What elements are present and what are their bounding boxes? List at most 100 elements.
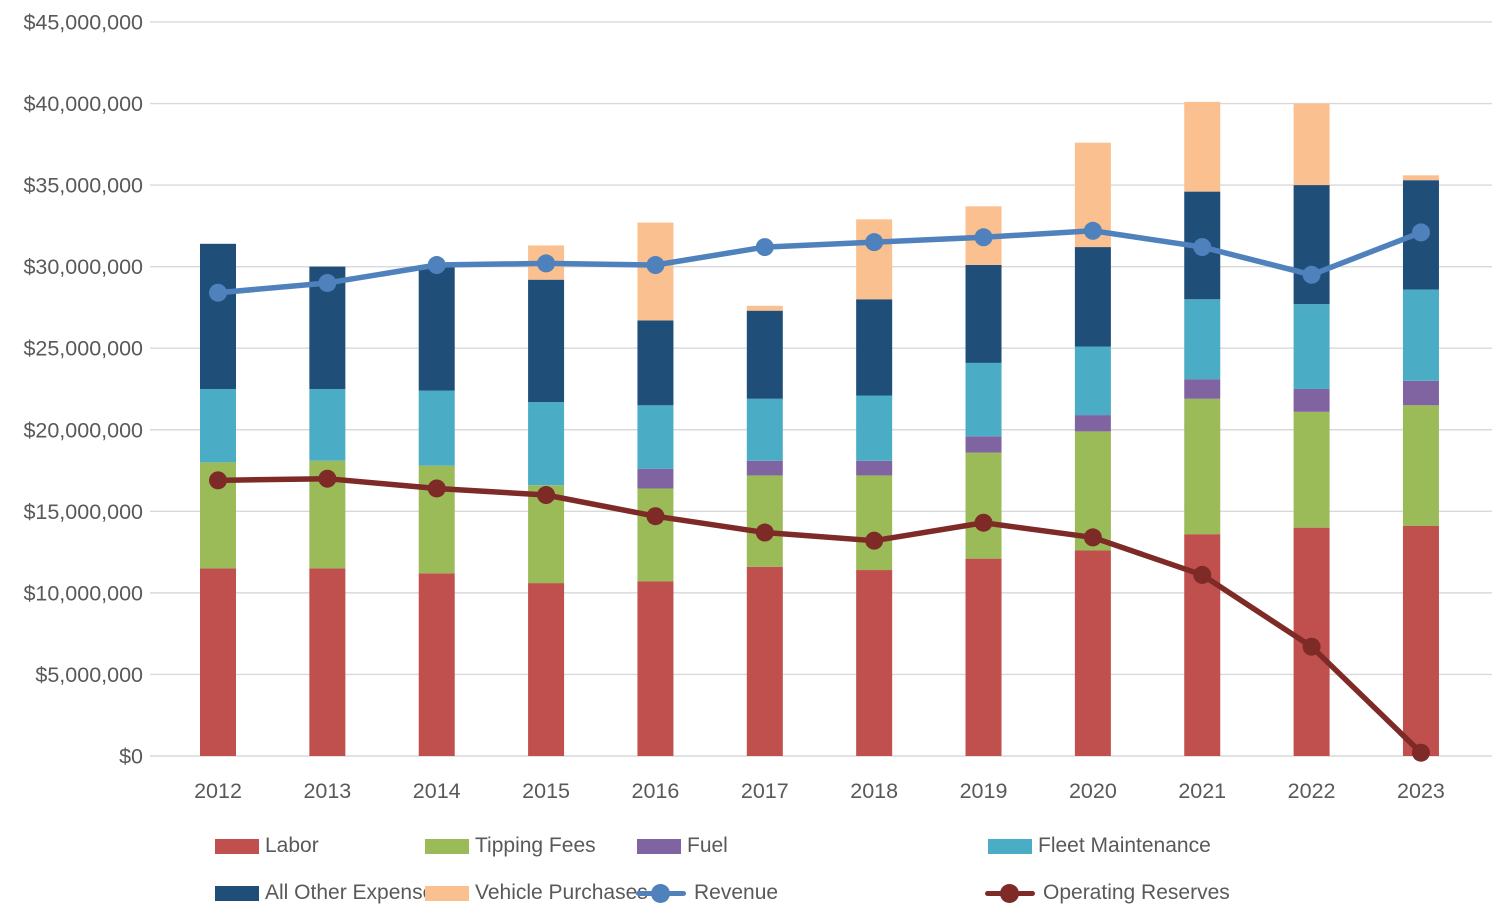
revenue-point-2012 (209, 283, 227, 302)
all-other-expenses-swatch-icon (215, 885, 259, 901)
bar-segment-all_other_expenses-2016 (637, 320, 674, 406)
y-axis-tick-label: $0 (119, 745, 143, 769)
x-axis-tick-label: 2017 (741, 779, 789, 803)
chart-plot-area: $0 $5,000,000 $10,000,000 $15,000,000 $20,00… (23, 10, 1492, 803)
operating_reserves-point-2012 (209, 471, 227, 490)
bar-segment-all_other_expenses-2020 (1074, 247, 1111, 347)
operating_reserves-point-2017 (755, 523, 774, 542)
bar-segment-vehicle_purchases-2022 (1293, 103, 1330, 186)
legend-item-fleet-maintenance: Fleet Maintenance (988, 834, 1211, 858)
legend-label-tipping-fees: Tipping Fees (475, 834, 596, 857)
bar-segment-labor-2014 (418, 573, 455, 756)
y-axis-tick-label: $30,000,000 (23, 255, 143, 279)
operating_reserves-point-2015 (537, 486, 556, 505)
operating-reserves-line-swatch-icon (985, 883, 1035, 904)
bar-segment-fleet_maintenance-2013 (309, 388, 346, 461)
bar-segment-fuel-2020 (1074, 415, 1111, 432)
legend-label-labor: Labor (265, 834, 319, 857)
revenue-point-2021 (1193, 238, 1212, 257)
bar-segment-fleet_maintenance-2019 (965, 362, 1002, 437)
operating_reserves-point-2020 (1083, 528, 1102, 547)
bar-segment-fuel-2022 (1293, 388, 1330, 412)
bar-segment-fleet_maintenance-2015 (528, 402, 565, 486)
bar-segment-tipping_fees-2019 (965, 452, 1002, 559)
legend-item-labor: Labor (215, 834, 319, 858)
x-axis-tick-label: 2020 (1069, 779, 1117, 803)
bar-segment-vehicle_purchases-2021 (1184, 101, 1221, 192)
vehicle-purchases-swatch-icon (425, 885, 469, 901)
legend-label-fleet-maintenance: Fleet Maintenance (1038, 834, 1211, 857)
bar-segment-all_other_expenses-2012 (200, 243, 236, 389)
bar-segment-fuel-2023 (1402, 380, 1439, 406)
revenue-point-2017 (755, 238, 774, 257)
bar-segment-all_other_expenses-2015 (528, 279, 565, 403)
bar-segment-fleet_maintenance-2018 (856, 395, 893, 461)
legend-item-all-other-expenses: All Other Expenses (215, 881, 445, 905)
legend-item-tipping-fees: Tipping Fees (425, 834, 596, 858)
x-axis-tick-label: 2016 (632, 779, 680, 803)
bar-segment-vehicle_purchases-2018 (856, 219, 893, 300)
y-axis-tick-label: $45,000,000 (23, 10, 143, 34)
bar-segment-all_other_expenses-2014 (418, 265, 455, 391)
x-axis-tick-label: 2013 (303, 779, 351, 803)
bar-segment-labor-2023 (1402, 526, 1439, 756)
bar-segment-tipping_fees-2017 (746, 475, 783, 567)
operating_reserves-point-2013 (318, 469, 337, 488)
bar-segment-fleet_maintenance-2017 (746, 398, 783, 461)
bar-segment-labor-2015 (528, 583, 565, 756)
operating_reserves-line (217, 475, 1423, 755)
x-axis-tick-label: 2022 (1288, 779, 1336, 803)
legend-item-vehicle-purchases: Vehicle Purchases (425, 881, 648, 905)
revenue-point-2018 (865, 233, 884, 252)
revenue-point-2019 (974, 228, 993, 247)
bar-segment-fuel-2021 (1184, 379, 1221, 399)
revenue-point-2020 (1083, 221, 1102, 240)
bar-segment-fuel-2018 (856, 460, 893, 476)
y-axis-tick-label: $5,000,000 (35, 663, 143, 687)
tipping-fees-swatch-icon (425, 838, 469, 854)
x-axis-tick-label: 2018 (850, 779, 898, 803)
bar-segment-fuel-2019 (965, 436, 1002, 453)
revenue-line (217, 228, 1422, 296)
bar-segment-all_other_expenses-2018 (856, 299, 893, 396)
x-axis-tick-label: 2023 (1397, 779, 1445, 803)
x-axis-tick-label: 2021 (1178, 779, 1226, 803)
bar-segment-labor-2018 (856, 570, 893, 756)
y-axis-tick-label: $20,000,000 (23, 418, 143, 442)
bar-segment-all_other_expenses-2019 (965, 265, 1002, 363)
bar-segment-tipping_fees-2022 (1293, 411, 1330, 528)
operating_reserves-point-2014 (427, 479, 446, 498)
y-axis-tick-label: $10,000,000 (23, 581, 143, 605)
bar-segment-fuel-2017 (746, 460, 783, 476)
bar-segment-fleet_maintenance-2021 (1184, 299, 1221, 380)
operating_reserves-point-2022 (1302, 637, 1321, 656)
y-axis-tick-label: $25,000,000 (23, 337, 143, 361)
legend-item-operating-reserves: Operating Reserves (985, 881, 1230, 905)
legend-label-all-other-expenses: All Other Expenses (265, 881, 445, 904)
bar-segment-labor-2020 (1074, 550, 1111, 756)
x-axis-tick-label: 2012 (194, 779, 242, 803)
bar-segment-fleet_maintenance-2020 (1074, 346, 1111, 416)
revenue-line-swatch-icon (636, 883, 686, 904)
fuel-swatch-icon (637, 838, 681, 854)
bar-segment-vehicle_purchases-2023 (1402, 175, 1439, 181)
y-axis-tick-label: $35,000,000 (23, 174, 143, 198)
bar-segment-all_other_expenses-2022 (1293, 185, 1330, 305)
legend-label-operating-reserves: Operating Reserves (1043, 881, 1230, 904)
bar-segment-vehicle_purchases-2017 (746, 305, 783, 311)
bar-segment-labor-2012 (200, 568, 236, 756)
bar-segment-labor-2017 (746, 566, 783, 756)
legend-label-vehicle-purchases: Vehicle Purchases (475, 881, 648, 904)
operating_reserves-point-2023 (1411, 743, 1430, 762)
operating_reserves-point-2019 (974, 513, 993, 532)
revenue-point-2023 (1411, 223, 1430, 242)
fleet-maintenance-swatch-icon (988, 838, 1032, 854)
y-axis-tick-label: $15,000,000 (23, 500, 143, 524)
bar-segment-tipping_fees-2018 (856, 475, 893, 571)
legend-label-fuel: Fuel (687, 834, 728, 857)
operating_reserves-point-2018 (865, 531, 884, 550)
bar-segment-fleet_maintenance-2022 (1293, 304, 1330, 389)
x-axis-tick-label: 2015 (522, 779, 570, 803)
revenue-point-2013 (318, 273, 337, 292)
